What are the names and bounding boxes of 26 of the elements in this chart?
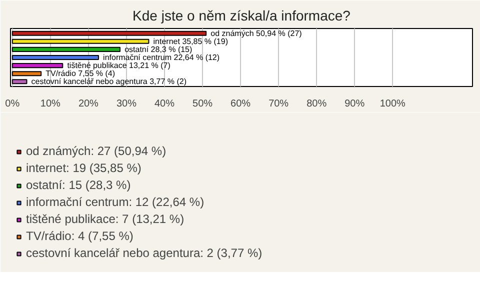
legend-label: cestovní kancelář nebo agentura: 2 (3,77 %) [26, 246, 262, 260]
x-tick-label: 60% [230, 98, 251, 110]
legend-label: ostatní: 15 (28,3 %) [26, 178, 131, 192]
x-tick-label: 90% [344, 98, 365, 110]
data-label: informační centrum 22,64 % (12) [103, 53, 220, 62]
x-tick-label: 20% [78, 98, 99, 110]
x-tick-label: 50% [192, 98, 213, 110]
data-label: od známých 50,94 % (27) [210, 28, 302, 38]
legend-label: internet: 19 (35,85 %) [26, 161, 142, 175]
x-tick-label: 40% [154, 98, 175, 110]
x-tick-label: 0% [5, 98, 20, 110]
x-tick-label: 100% [380, 98, 406, 110]
x-tick-label: 30% [116, 98, 137, 110]
legend-label: TV/rádio: 4 (7,55 %) [26, 229, 134, 243]
x-tick-label: 70% [268, 98, 289, 110]
x-tick-label: 10% [40, 98, 61, 110]
data-label: internet 35,85 % (19) [153, 36, 228, 46]
data-label: cestovní kancelář nebo agentura 3,77 % (2) [31, 77, 187, 86]
legend-label: tištěné publikace: 7 (13,21 %) [26, 212, 184, 226]
legend-label: od známých: 27 (50,94 %) [26, 144, 166, 158]
legend-label: informační centrum: 12 (22,64 %) [26, 195, 204, 209]
chart-title: Kde jste o něm získal/a informace? [132, 8, 351, 24]
data-label: tištěné publikace 13,21 % (7) [67, 61, 171, 70]
x-tick-label: 80% [306, 98, 327, 110]
data-label: TV/rádio 7,55 % (4) [46, 69, 116, 78]
data-label: ostatní 28,3 % (15) [124, 44, 193, 54]
